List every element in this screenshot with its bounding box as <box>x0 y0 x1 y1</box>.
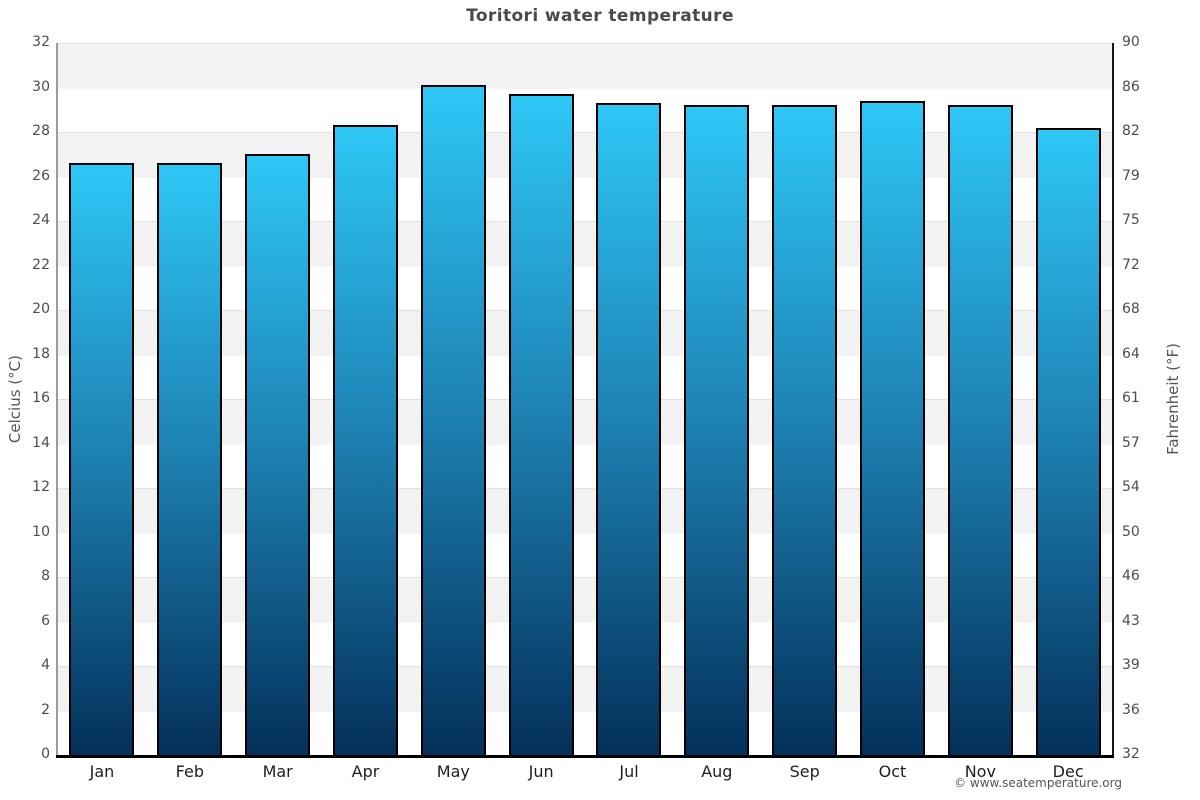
y-tick-fahrenheit-64: 64 <box>1122 345 1140 362</box>
y-tick-celsius-0: 0 <box>41 746 50 762</box>
y-tick-fahrenheit-32: 32 <box>1122 746 1140 762</box>
y-axis-title-right-wrap: Fahrenheit (°F) <box>1156 43 1190 755</box>
y-tick-celsius-10: 10 <box>32 523 50 540</box>
y-axis-line-left <box>56 43 58 755</box>
y-tick-fahrenheit-68: 68 <box>1122 301 1140 317</box>
y-tick-fahrenheit-86: 86 <box>1122 78 1140 95</box>
y-tick-celsius-12: 12 <box>32 479 50 495</box>
bar-jul[interactable] <box>596 103 662 755</box>
x-axis-label-jan: Jan <box>89 762 115 781</box>
bar-oct[interactable] <box>859 100 925 755</box>
y-tick-fahrenheit-82: 82 <box>1122 123 1140 139</box>
y-tick-fahrenheit-90: 90 <box>1122 34 1140 50</box>
y-tick-celsius-28: 28 <box>32 123 50 139</box>
gridlines <box>58 43 1112 755</box>
bar-jan[interactable] <box>69 163 135 755</box>
y-axis-title-left-wrap: Celcius (°C) <box>2 43 28 755</box>
y-tick-fahrenheit-72: 72 <box>1122 256 1140 273</box>
x-axis-label-sep: Sep <box>789 762 820 781</box>
y-tick-celsius-20: 20 <box>32 301 50 317</box>
y-tick-fahrenheit-46: 46 <box>1122 568 1140 584</box>
y-tick-celsius-26: 26 <box>32 167 50 184</box>
y-tick-celsius-22: 22 <box>32 256 50 273</box>
copyright-credit: © www.seatemperature.org <box>954 776 1122 790</box>
bar-sep[interactable] <box>772 105 838 755</box>
y-tick-celsius-8: 8 <box>41 568 50 584</box>
y-axis-title-fahrenheit: Fahrenheit (°F) <box>1164 343 1182 455</box>
y-tick-fahrenheit-50: 50 <box>1122 523 1140 540</box>
bar-feb[interactable] <box>157 163 223 755</box>
y-tick-fahrenheit-75: 75 <box>1122 212 1140 228</box>
x-axis-line <box>56 755 1114 758</box>
bar-apr[interactable] <box>332 125 398 755</box>
y-tick-celsius-4: 4 <box>41 657 50 673</box>
x-axis-label-feb: Feb <box>175 762 204 781</box>
bar-may[interactable] <box>420 85 486 755</box>
x-axis-label-dec: Dec <box>1052 762 1084 781</box>
x-axis-label-jul: Jul <box>619 762 639 781</box>
bar-nov[interactable] <box>947 105 1013 755</box>
y-tick-fahrenheit-61: 61 <box>1122 390 1140 406</box>
plot-area <box>58 43 1112 755</box>
y-axis-line-right <box>1112 43 1114 755</box>
y-tick-celsius-30: 30 <box>32 78 50 95</box>
y-tick-celsius-18: 18 <box>32 345 50 362</box>
x-axis-label-nov: Nov <box>964 762 996 781</box>
bar-jun[interactable] <box>508 94 574 755</box>
bar-dec[interactable] <box>1035 127 1101 755</box>
chart-title: Toritori water temperature <box>466 6 734 26</box>
y-tick-celsius-2: 2 <box>41 701 50 718</box>
x-axis-label-oct: Oct <box>878 762 907 781</box>
bar-aug[interactable] <box>684 105 750 755</box>
y-tick-fahrenheit-57: 57 <box>1122 434 1140 451</box>
y-axis-title-celsius: Celcius (°C) <box>6 354 24 444</box>
x-axis-label-apr: Apr <box>351 762 380 781</box>
y-tick-celsius-6: 6 <box>41 612 50 629</box>
y-tick-celsius-24: 24 <box>32 212 50 228</box>
y-tick-fahrenheit-54: 54 <box>1122 479 1140 495</box>
y-tick-celsius-16: 16 <box>32 390 50 406</box>
x-axis-label-mar: Mar <box>262 762 293 781</box>
x-axis-label-jun: Jun <box>528 762 554 781</box>
x-axis-label-aug: Aug <box>701 762 733 781</box>
x-axis-label-may: May <box>436 762 470 781</box>
y-tick-fahrenheit-43: 43 <box>1122 612 1140 629</box>
y-tick-fahrenheit-39: 39 <box>1122 657 1140 673</box>
y-tick-fahrenheit-36: 36 <box>1122 701 1140 718</box>
bar-mar[interactable] <box>245 154 311 755</box>
y-tick-celsius-32: 32 <box>32 34 50 50</box>
y-tick-fahrenheit-79: 79 <box>1122 167 1140 184</box>
y-tick-celsius-14: 14 <box>32 434 50 451</box>
